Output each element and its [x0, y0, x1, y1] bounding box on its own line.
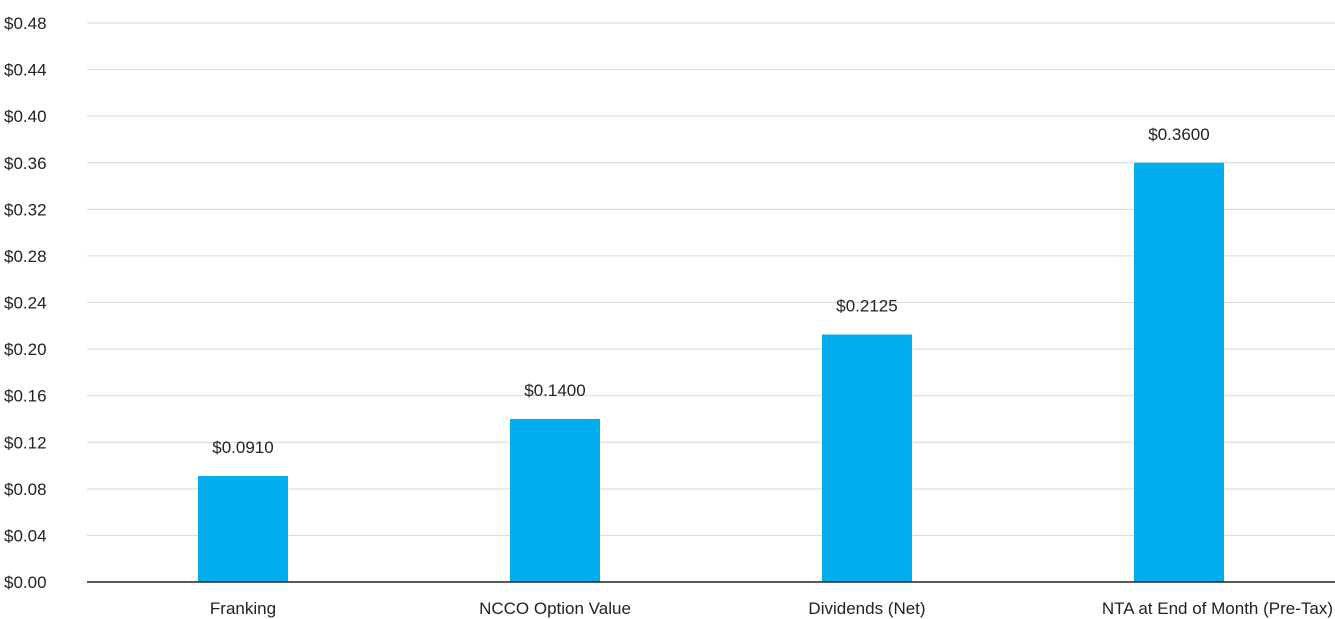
bar — [510, 418, 600, 582]
y-tick-label: $0.08 — [4, 480, 47, 499]
y-tick-label: $0.40 — [4, 107, 47, 126]
bar-data-label: $0.2125 — [836, 297, 897, 316]
y-tick-label: $0.48 — [4, 14, 47, 33]
x-axis-category-labels: Franking NCCO Option Value Dividends (Net)… — [210, 599, 1333, 618]
x-category-label: Franking — [210, 599, 276, 618]
y-axis-tick-labels: $0.00 $0.04 $0.08 $0.12 $0.16 $0.20 $0.24 $0.28… — [4, 14, 47, 592]
y-tick-label: $0.00 — [4, 573, 47, 592]
bar-data-label: $0.0910 — [212, 438, 273, 457]
y-tick-label: $0.04 — [4, 526, 47, 545]
data-labels: $0.0910 $0.1400 $0.2125 $0.3600 — [212, 125, 1209, 457]
bar — [198, 476, 288, 582]
y-tick-label: $0.32 — [4, 200, 47, 219]
bar — [1134, 162, 1224, 582]
y-tick-label: $0.16 — [4, 387, 47, 406]
y-tick-label: $0.24 — [4, 294, 47, 313]
y-tick-label: $0.28 — [4, 247, 47, 266]
gridlines — [87, 22, 1335, 536]
y-tick-label: $0.36 — [4, 154, 47, 173]
y-tick-label: $0.20 — [4, 340, 47, 359]
y-tick-label: $0.12 — [4, 433, 47, 452]
x-category-label: Dividends (Net) — [808, 599, 925, 618]
bar-data-label: $0.3600 — [1148, 125, 1209, 144]
y-tick-label: $0.44 — [4, 61, 47, 80]
bar — [822, 334, 912, 582]
bars — [198, 162, 1224, 582]
x-category-label: NTA at End of Month (Pre-Tax) — [1102, 599, 1333, 618]
bar-data-label: $0.1400 — [524, 381, 585, 400]
x-category-label: NCCO Option Value — [479, 599, 631, 618]
